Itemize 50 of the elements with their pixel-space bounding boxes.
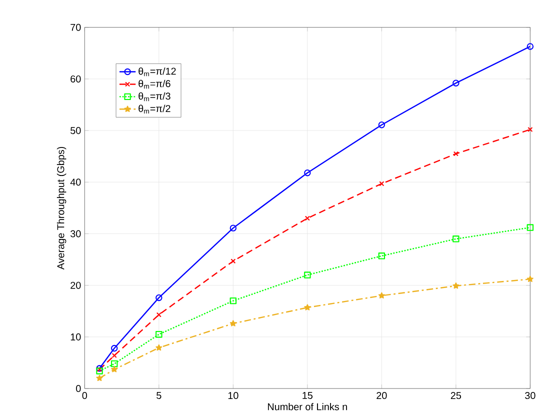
y-tick-label: 60 <box>70 76 81 83</box>
point <box>230 258 236 264</box>
point <box>452 282 460 289</box>
x-tick-label: 0 <box>82 392 88 400</box>
point <box>378 292 385 299</box>
x-tick-label: 25 <box>450 392 462 400</box>
y-tick-label: 30 <box>70 230 81 238</box>
point <box>304 216 310 221</box>
point <box>526 224 534 232</box>
point <box>110 345 118 352</box>
point <box>378 122 386 128</box>
x-tick-label: 20 <box>376 392 387 400</box>
x-axis-title: Number of Links n <box>268 403 347 410</box>
legend-label: θ$_{m}$=π/6 <box>138 80 170 89</box>
y-tick-label: 70 <box>70 24 81 32</box>
point <box>156 312 162 318</box>
point <box>156 344 162 351</box>
point <box>304 304 311 311</box>
legend-label: θ$_{m}$=π/12 <box>138 68 176 76</box>
point <box>156 294 162 302</box>
point <box>96 368 103 375</box>
y-tick-label: 40 <box>70 178 81 186</box>
point <box>304 272 311 279</box>
point <box>230 298 237 304</box>
point <box>453 151 458 157</box>
point <box>452 80 460 87</box>
point <box>304 170 311 176</box>
point <box>379 181 384 186</box>
x-tick-label: 30 <box>525 392 536 400</box>
x-tick-label: 15 <box>302 392 313 400</box>
point <box>230 224 237 232</box>
x-tick-label: 10 <box>228 392 238 400</box>
y-axis-title: Average Throughput (Gbps) <box>56 147 66 270</box>
point <box>110 360 118 368</box>
y-tick-label: 10 <box>70 334 81 341</box>
point <box>96 375 103 382</box>
legend-label: θ$_{m}$=π/3 <box>138 92 170 102</box>
point <box>111 366 118 372</box>
y-tick-label: 0 <box>76 385 81 392</box>
point <box>230 320 236 327</box>
legend-label: θ$_{m}$=π/2 <box>138 105 170 114</box>
y-tick-label: 20 <box>70 282 81 290</box>
point <box>378 252 386 260</box>
point <box>112 353 117 358</box>
point <box>452 236 460 242</box>
point <box>156 331 162 338</box>
y-tick-label: 50 <box>70 127 81 134</box>
point <box>528 127 533 132</box>
point <box>526 276 534 282</box>
x-tick-label: 5 <box>156 392 162 400</box>
